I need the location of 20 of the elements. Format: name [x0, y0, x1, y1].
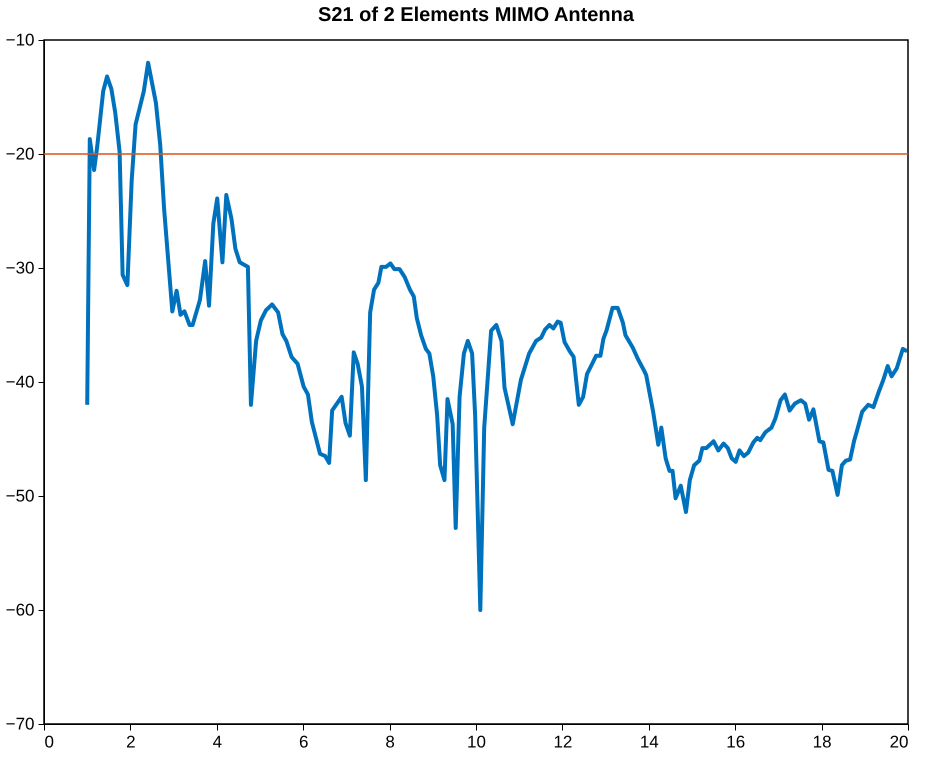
x-tick-label: 12 [553, 732, 572, 752]
y-tick-label: −10 [6, 30, 34, 50]
x-tick-label: 18 [812, 732, 832, 752]
x-tick-label: 0 [44, 732, 54, 752]
y-tick-label: −50 [6, 486, 34, 506]
y-tick-label: −40 [6, 372, 34, 392]
x-tick-label: 8 [385, 732, 395, 752]
x-tick-label: 20 [890, 732, 908, 752]
x-tick-label: 16 [726, 732, 746, 752]
y-tick-label: −60 [6, 600, 34, 620]
chart-title: S21 of 2 Elements MIMO Antenna [318, 4, 635, 26]
line-series [85, 60, 910, 612]
y-tick-label: −70 [6, 714, 34, 734]
x-tick-label: 4 [212, 732, 222, 752]
x-tick-label: 2 [126, 732, 136, 752]
x-tick-label: 14 [640, 732, 659, 752]
x-tick-label: 6 [298, 732, 308, 752]
y-tick-label: −20 [6, 144, 34, 164]
x-tick-label: 10 [467, 732, 486, 752]
y-tick-label: −30 [6, 258, 34, 278]
